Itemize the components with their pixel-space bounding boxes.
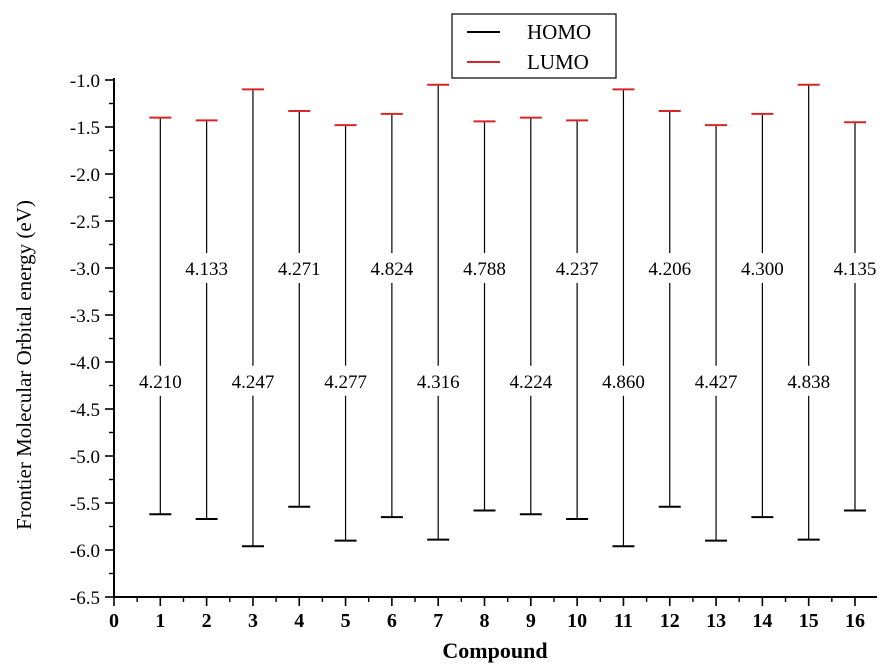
x-tick-label: 5 [341,610,351,632]
gap-label: 4.224 [509,372,552,393]
y-tick-label: -4.0 [70,353,100,374]
gap-label: 4.860 [602,372,645,393]
gap-label: 4.247 [232,372,275,393]
legend: HOMO LUMO [451,13,617,79]
gap-label: 4.788 [463,259,506,280]
gap-label: 4.206 [648,259,691,280]
y-tick-label: -2.5 [70,212,100,233]
x-tick-label: 4 [294,610,304,632]
x-tick-label: 14 [752,610,772,632]
x-tick-label: 10 [567,610,587,632]
gap-label: 4.237 [556,259,599,280]
y-tick-label: -1.0 [70,71,100,92]
x-tick-label: 1 [155,610,165,632]
y-axis-title: Frontier Molecular Orbital energy (eV) [12,200,36,530]
gap-label: 4.277 [324,372,367,393]
x-tick-label: 6 [387,610,397,632]
y-tick-label: -6.5 [70,588,100,609]
y-tick-label: -4.5 [70,400,100,421]
legend-label-lumo: LUMO [527,50,589,74]
x-tick-labels: 0 1 2 3 4 5 6 7 8 9 10 11 12 13 14 15 16 [109,610,865,632]
gap-label: 4.210 [139,372,182,393]
x-tick-label: 8 [480,610,490,632]
x-tick-label: 12 [660,610,680,632]
gap-label: 4.133 [185,259,228,280]
y-tick-label: -5.0 [70,447,100,468]
gap-label: 4.824 [371,259,414,280]
x-tick-label: 13 [706,610,726,632]
y-tick-label: -6.0 [70,541,100,562]
y-tick-label: -1.5 [70,118,100,139]
gap-label: 4.316 [417,372,460,393]
y-tick-label: -2.0 [70,165,100,186]
gap-label: 4.838 [787,372,830,393]
y-tick-label: -3.0 [70,259,100,280]
x-tick-label: 3 [248,610,258,632]
plot-area: 4.210 4.133 4.247 4.271 4.277 4.824 4.316 4.788… [139,83,877,548]
gap-label: 4.427 [695,372,738,393]
gap-label: 4.135 [834,259,877,280]
gap-label: 4.300 [741,259,784,280]
gap-label: 4.271 [278,259,321,280]
y-tick-label: -3.5 [70,306,100,327]
legend-label-homo: HOMO [527,20,591,44]
y-tick-label: -5.5 [70,494,100,515]
x-tick-label: 9 [526,610,536,632]
x-tick-label: 15 [799,610,819,632]
x-tick-label: 2 [202,610,212,632]
x-tick-label: 7 [433,610,443,632]
x-tick-label: 16 [845,610,865,632]
y-tick-labels: -1.0 -1.5 -2.0 -2.5 -3.0 -3.5 -4.0 -4.5 -5.0 -5.5… [70,71,100,609]
x-axis-title: Compound [442,638,547,663]
x-tick-label: 11 [614,610,633,632]
axes [105,78,877,606]
legend-box [451,13,617,79]
x-tick-label: 0 [109,610,119,632]
